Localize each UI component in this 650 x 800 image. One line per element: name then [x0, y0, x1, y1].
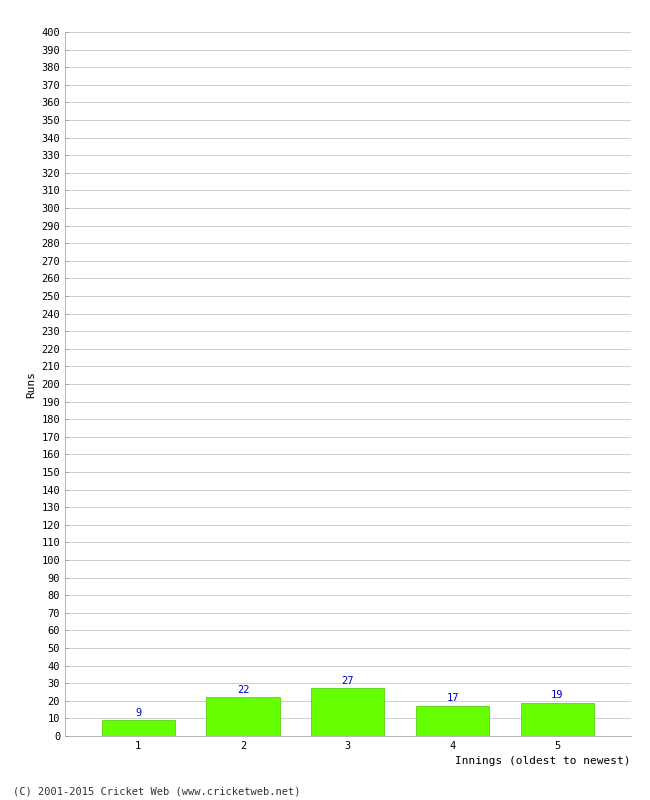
Text: 9: 9 — [135, 707, 142, 718]
Bar — [101, 720, 175, 736]
Y-axis label: Runs: Runs — [26, 370, 36, 398]
Bar — [416, 706, 489, 736]
Text: (C) 2001-2015 Cricket Web (www.cricketweb.net): (C) 2001-2015 Cricket Web (www.cricketwe… — [13, 786, 300, 796]
Bar — [207, 698, 280, 736]
Text: 19: 19 — [551, 690, 564, 700]
Bar — [521, 702, 594, 736]
X-axis label: Innings (oldest to newest): Innings (oldest to newest) — [455, 757, 630, 766]
Bar — [311, 689, 384, 736]
Text: 17: 17 — [446, 694, 459, 703]
Text: 22: 22 — [237, 685, 250, 694]
Text: 27: 27 — [341, 676, 354, 686]
